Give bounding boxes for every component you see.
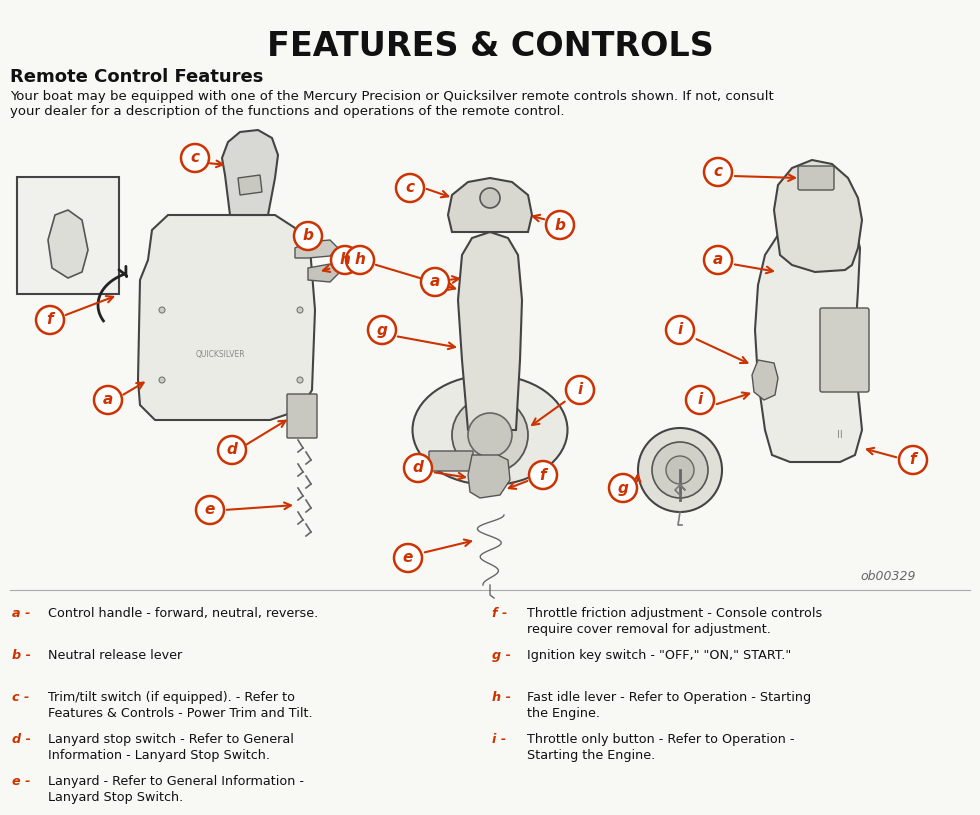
- Text: Lanyard stop switch - Refer to General
Information - Lanyard Stop Switch.: Lanyard stop switch - Refer to General I…: [48, 733, 294, 762]
- Polygon shape: [48, 210, 88, 278]
- Circle shape: [452, 397, 528, 473]
- Text: f -: f -: [492, 607, 508, 620]
- Circle shape: [686, 386, 714, 414]
- Text: i: i: [677, 323, 683, 337]
- Circle shape: [566, 376, 594, 404]
- Text: b: b: [555, 218, 565, 232]
- Text: d -: d -: [12, 733, 31, 746]
- Circle shape: [704, 158, 732, 186]
- Circle shape: [294, 222, 322, 250]
- Text: i: i: [577, 382, 583, 398]
- Polygon shape: [222, 130, 278, 215]
- Circle shape: [666, 316, 694, 344]
- FancyBboxPatch shape: [798, 166, 834, 190]
- Polygon shape: [448, 178, 532, 232]
- Text: f: f: [909, 452, 916, 468]
- Circle shape: [181, 144, 209, 172]
- Circle shape: [404, 454, 432, 482]
- Polygon shape: [138, 215, 315, 420]
- Text: b -: b -: [12, 649, 31, 662]
- FancyBboxPatch shape: [820, 308, 869, 392]
- Text: a -: a -: [12, 607, 30, 620]
- Polygon shape: [308, 264, 340, 282]
- Circle shape: [196, 496, 224, 524]
- Circle shape: [346, 246, 374, 274]
- Text: a: a: [430, 275, 440, 289]
- Text: b: b: [303, 228, 314, 244]
- Polygon shape: [752, 360, 778, 400]
- Polygon shape: [458, 232, 522, 430]
- Circle shape: [899, 446, 927, 474]
- Polygon shape: [774, 160, 862, 272]
- Text: f: f: [47, 312, 53, 328]
- Text: g: g: [617, 481, 628, 496]
- Text: d: d: [226, 443, 237, 457]
- Text: e -: e -: [12, 775, 30, 788]
- Ellipse shape: [413, 375, 567, 485]
- Text: i -: i -: [492, 733, 506, 746]
- Text: Control handle - forward, neutral, reverse.: Control handle - forward, neutral, rever…: [48, 607, 318, 620]
- Text: Throttle friction adjustment - Console controls
require cover removal for adjust: Throttle friction adjustment - Console c…: [527, 607, 822, 636]
- Circle shape: [546, 211, 574, 239]
- Polygon shape: [295, 240, 338, 258]
- Text: your dealer for a description of the functions and operations of the remote cont: your dealer for a description of the fun…: [10, 105, 564, 118]
- Text: Remote Control Features: Remote Control Features: [10, 68, 264, 86]
- Circle shape: [468, 413, 512, 457]
- Text: h: h: [355, 253, 366, 267]
- Circle shape: [666, 456, 694, 484]
- Circle shape: [159, 307, 165, 313]
- Text: c: c: [713, 165, 722, 179]
- Text: g: g: [376, 323, 387, 337]
- Circle shape: [331, 246, 359, 274]
- Text: Fast idle lever - Refer to Operation - Starting
the Engine.: Fast idle lever - Refer to Operation - S…: [527, 691, 811, 720]
- Circle shape: [159, 377, 165, 383]
- Text: c: c: [406, 180, 415, 196]
- FancyBboxPatch shape: [17, 177, 119, 294]
- Text: g -: g -: [492, 649, 511, 662]
- Text: d: d: [413, 460, 423, 475]
- Text: Trim/tilt switch (if equipped). - Refer to
Features & Controls - Power Trim and : Trim/tilt switch (if equipped). - Refer …: [48, 691, 313, 720]
- Circle shape: [394, 544, 422, 572]
- Text: h -: h -: [492, 691, 511, 704]
- Text: h: h: [339, 253, 351, 267]
- Circle shape: [638, 428, 722, 512]
- Polygon shape: [238, 175, 262, 195]
- Circle shape: [704, 246, 732, 274]
- Text: QUICKSILVER: QUICKSILVER: [195, 350, 245, 359]
- Text: e: e: [205, 503, 216, 518]
- FancyBboxPatch shape: [287, 394, 317, 438]
- Circle shape: [94, 386, 122, 414]
- Text: FEATURES & CONTROLS: FEATURES & CONTROLS: [267, 30, 713, 63]
- Text: Lanyard - Refer to General Information -
Lanyard Stop Switch.: Lanyard - Refer to General Information -…: [48, 775, 304, 804]
- Circle shape: [36, 306, 64, 334]
- Text: Neutral release lever: Neutral release lever: [48, 649, 182, 662]
- Text: e: e: [403, 550, 414, 566]
- Text: Throttle only button - Refer to Operation -
Starting the Engine.: Throttle only button - Refer to Operatio…: [527, 733, 795, 762]
- Text: Ignition key switch - "OFF," "ON," START.": Ignition key switch - "OFF," "ON," START…: [527, 649, 791, 662]
- Circle shape: [368, 316, 396, 344]
- Text: II: II: [837, 430, 843, 440]
- Polygon shape: [468, 455, 510, 498]
- Circle shape: [609, 474, 637, 502]
- Circle shape: [396, 174, 424, 202]
- Polygon shape: [755, 210, 862, 462]
- Text: ob00329: ob00329: [860, 570, 915, 583]
- Text: Your boat may be equipped with one of the Mercury Precision or Quicksilver remot: Your boat may be equipped with one of th…: [10, 90, 774, 103]
- Text: a: a: [103, 393, 113, 408]
- Text: c: c: [190, 151, 200, 165]
- Text: c -: c -: [12, 691, 29, 704]
- Circle shape: [218, 436, 246, 464]
- Circle shape: [297, 377, 303, 383]
- Text: f: f: [540, 468, 546, 482]
- Circle shape: [480, 188, 500, 208]
- Text: a: a: [712, 253, 723, 267]
- Circle shape: [297, 307, 303, 313]
- Text: i: i: [698, 393, 703, 408]
- Circle shape: [421, 268, 449, 296]
- FancyBboxPatch shape: [429, 451, 473, 471]
- Circle shape: [529, 461, 557, 489]
- Circle shape: [652, 442, 708, 498]
